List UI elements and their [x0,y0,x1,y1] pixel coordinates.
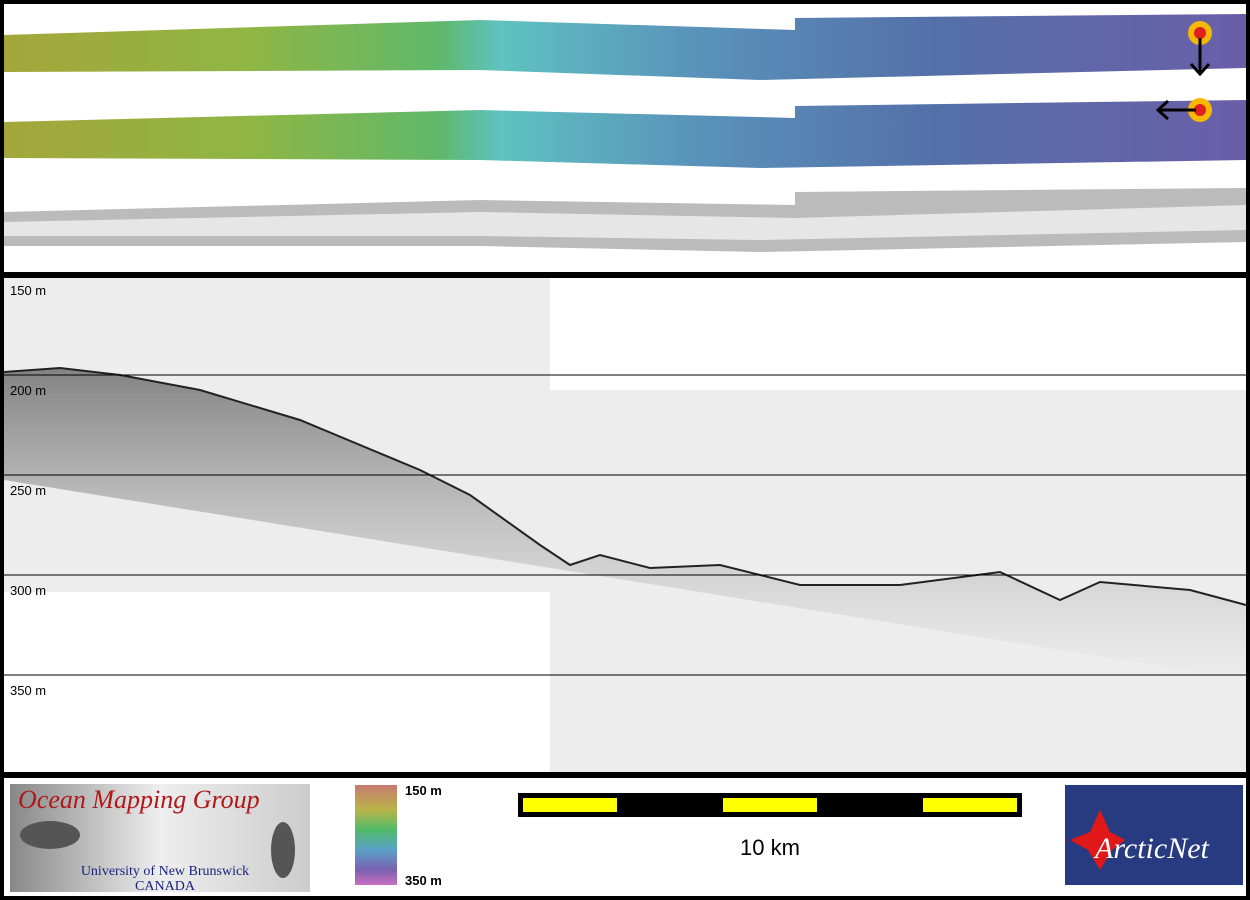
scale-segment [723,798,817,812]
depth-label: 200 m [10,383,46,398]
logo-image [20,821,80,849]
sun-icon [1194,27,1206,39]
logo-title: Ocean Mapping Group [18,785,260,814]
echo-fill [4,368,1246,680]
light-arrow [1189,62,1211,77]
light-arrow [1155,99,1170,121]
logo-university: University of New Brunswick [81,864,249,879]
scale-segment [523,798,617,812]
seafloor-profile [3,366,1247,606]
backscatter-strip [4,205,1246,240]
logo-image [271,822,295,878]
depth-label: 300 m [10,583,46,598]
scale-segment [923,798,1017,812]
depth-label: 250 m [10,483,46,498]
depth-label: 350 m [10,683,46,698]
swath-strip [4,14,1246,80]
scale-label: 10 km [740,835,800,860]
sun-icon [1194,104,1206,116]
colorbar-label: 350 m [405,873,442,888]
logo-country: CANADA [135,879,196,894]
depth-label: 150 m [10,283,46,298]
partner-name: ArcticNet [1093,832,1210,865]
colorbar [355,785,397,885]
swath-strip [4,100,1246,168]
colorbar-label: 150 m [405,783,442,798]
maple-leaf [1070,810,1125,870]
